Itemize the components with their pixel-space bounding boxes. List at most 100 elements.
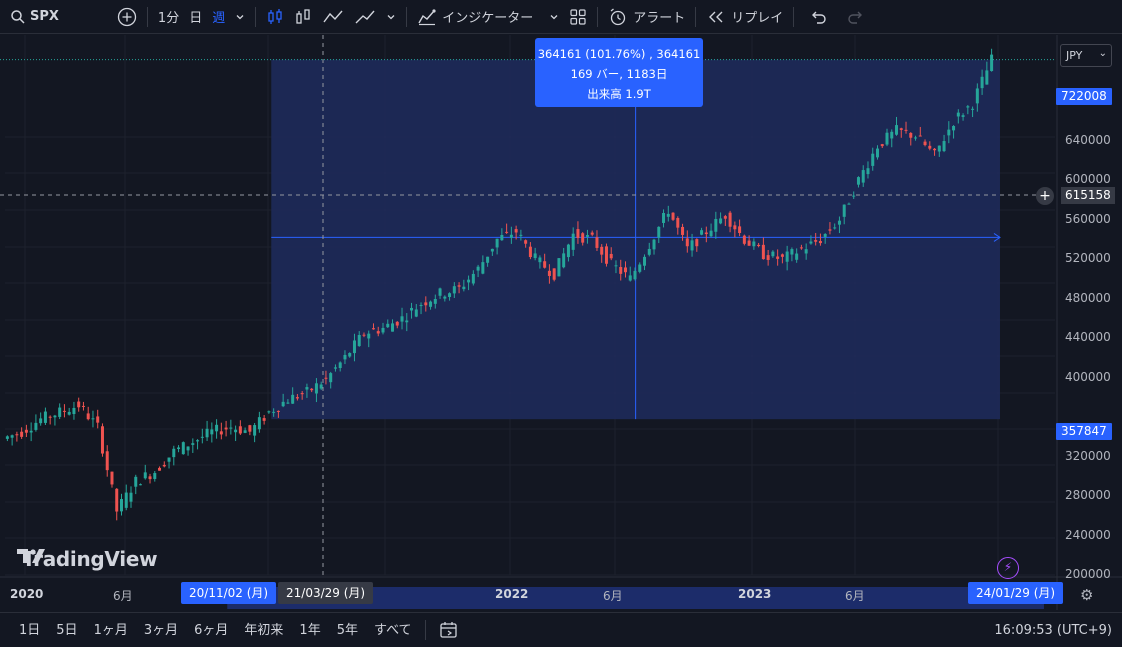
range-5d[interactable]: 5日: [56, 622, 78, 638]
range-1m[interactable]: 1ヶ月: [93, 622, 128, 638]
candle-body: [738, 226, 742, 233]
candle-body: [181, 442, 185, 455]
top-toolbar: SPX 1分 日 週 インジケーター アラート リプレイ: [0, 0, 1122, 34]
toolbar-divider: [793, 6, 795, 27]
price-chart[interactable]: [0, 35, 1122, 610]
range-ytd[interactable]: 年初来: [244, 622, 284, 638]
chart-type-dropdown[interactable]: [381, 0, 401, 34]
time-tick: 2022: [495, 587, 529, 601]
layout-button[interactable]: [564, 0, 592, 34]
price-tick: 480000: [1065, 290, 1111, 305]
undo-button[interactable]: [799, 0, 837, 34]
candle-body: [376, 331, 380, 334]
candle-body: [947, 129, 951, 136]
candle-body: [761, 244, 765, 260]
candle-body: [405, 320, 409, 323]
interval-1min[interactable]: 1分: [157, 11, 180, 26]
candle-body: [91, 418, 95, 420]
candle-body: [619, 267, 623, 274]
candle-body: [196, 440, 200, 442]
candle-body: [53, 415, 57, 418]
candle-body: [143, 472, 147, 479]
calendar-icon: [439, 622, 457, 638]
candle-body: [562, 253, 566, 268]
redo-button[interactable]: [837, 0, 875, 34]
time-tick: 6月: [603, 589, 623, 603]
chart-type-area[interactable]: [349, 0, 381, 34]
candle-body: [809, 241, 813, 244]
indicators-button[interactable]: インジケーター: [412, 0, 538, 34]
gear-icon[interactable]: ⚙: [1080, 586, 1094, 604]
range-6m[interactable]: 6ヶ月: [194, 622, 229, 638]
candle-body: [77, 401, 81, 408]
add-symbol-button[interactable]: [112, 0, 142, 34]
candle-body: [234, 429, 238, 433]
clock-timezone[interactable]: 16:09:53 (UTC+9): [994, 623, 1112, 638]
candle-body: [657, 226, 661, 238]
candle-body: [566, 244, 570, 258]
candle-body: [281, 401, 285, 407]
price-tag-high: 722008: [1056, 88, 1112, 105]
candle-body: [519, 234, 523, 236]
candle-body: [728, 212, 732, 227]
candle-body: [419, 305, 423, 307]
chart-type-candles[interactable]: [261, 0, 289, 34]
interval-day[interactable]: 日: [189, 11, 203, 26]
symbol-search[interactable]: SPX: [0, 0, 64, 34]
range-all[interactable]: すべて: [373, 622, 412, 638]
tradingview-logo-icon: [17, 549, 45, 563]
candle-body: [139, 484, 143, 486]
candle-body: [162, 464, 166, 467]
price-tick: 280000: [1065, 488, 1111, 503]
crosshair-date: 21/03/29 (月): [278, 582, 374, 604]
price-tick: 240000: [1065, 527, 1111, 542]
candle-body: [210, 429, 214, 435]
goto-date-button[interactable]: [431, 613, 467, 647]
candle-body: [547, 270, 551, 276]
toolbar-divider: [146, 6, 148, 27]
indicators-dropdown[interactable]: [544, 0, 564, 34]
chart-pane[interactable]: 364161 (101.76%) , 364161 169 バー, 1183日 …: [0, 35, 1122, 610]
redo-icon: [848, 11, 863, 24]
range-1y[interactable]: 1年: [299, 622, 321, 638]
candle-body: [609, 253, 613, 259]
time-tick: 2020: [10, 587, 44, 601]
currency-selector[interactable]: JPY ⌄: [1060, 44, 1112, 67]
candle-body: [253, 425, 257, 436]
candle-body: [248, 425, 252, 432]
alarm-icon: [610, 7, 626, 25]
price-tick: 600000: [1065, 172, 1111, 187]
candle-body: [956, 112, 960, 117]
chart-type-bars[interactable]: [289, 0, 317, 34]
candle-body: [804, 249, 808, 254]
replay-button[interactable]: リプレイ: [701, 0, 788, 34]
time-tick: 6月: [113, 589, 133, 603]
range-5y[interactable]: 5年: [336, 622, 358, 638]
candle-body: [842, 204, 846, 217]
candle-body: [681, 226, 685, 235]
candle-body: [177, 447, 181, 450]
toolbar-divider: [695, 6, 697, 27]
measure-volume: 出来高 1.9T: [587, 87, 651, 101]
candle-body: [723, 216, 727, 219]
candle-body: [595, 237, 599, 248]
alert-button[interactable]: アラート: [603, 0, 690, 34]
candle-body: [452, 286, 456, 294]
candle-body: [495, 238, 499, 248]
range-1d[interactable]: 1日: [19, 622, 41, 638]
interval-dropdown[interactable]: [230, 0, 250, 34]
indicators-icon: [418, 8, 436, 25]
candle-body: [904, 129, 908, 131]
search-icon: [11, 9, 25, 24]
measure-bars: 169 バー, 1183日: [570, 67, 668, 81]
candle-body: [172, 448, 176, 458]
range-3m[interactable]: 3ヶ月: [143, 622, 179, 638]
candle-body: [766, 255, 770, 260]
candle-body: [528, 246, 532, 258]
add-alert-plus-icon[interactable]: +: [1036, 187, 1054, 205]
chart-type-line[interactable]: [317, 0, 349, 34]
candle-body: [719, 218, 723, 224]
interval-week[interactable]: 週: [212, 11, 226, 26]
bolt-icon[interactable]: ⚡: [997, 557, 1019, 579]
candle-body: [704, 232, 708, 235]
